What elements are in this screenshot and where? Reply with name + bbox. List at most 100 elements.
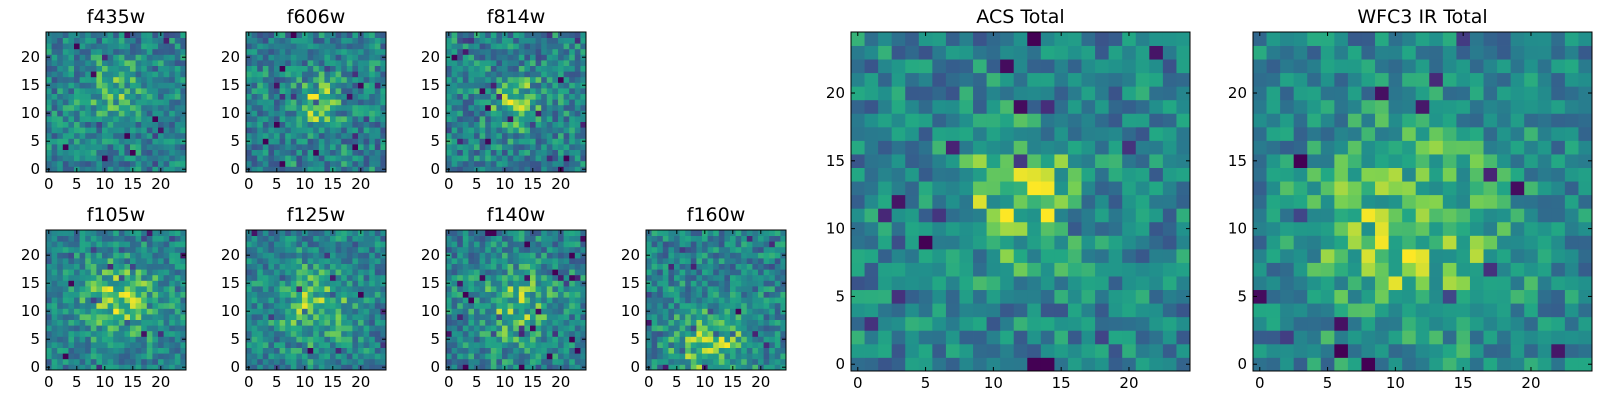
heatmap-cell: [118, 116, 125, 122]
heatmap-cell: [657, 330, 664, 337]
y-tick-label: 10: [221, 104, 240, 122]
heatmap-cell: [135, 121, 142, 128]
heatmap-cell: [462, 235, 469, 242]
heatmap-cell: [346, 43, 353, 50]
heatmap-cell: [541, 166, 548, 173]
heatmap-cell: [574, 155, 581, 162]
heatmap-cell: [169, 43, 176, 50]
heatmap-cell: [558, 144, 564, 150]
heatmap-cell: [718, 269, 725, 276]
heatmap-cell: [113, 347, 120, 354]
heatmap-cell: [702, 280, 708, 287]
heatmap-cell: [468, 235, 475, 242]
heatmap-cell: [945, 194, 960, 209]
heatmap-cell: [152, 48, 159, 55]
heatmap-cell: [518, 308, 525, 315]
heatmap-cell: [62, 241, 69, 248]
heatmap-cell: [507, 230, 514, 236]
heatmap-cell: [302, 330, 308, 337]
heatmap-cell: [524, 235, 531, 242]
heatmap-cell: [335, 336, 342, 343]
heatmap-cell: [307, 302, 314, 309]
heatmap-cell: [130, 43, 136, 50]
heatmap-cell: [130, 291, 136, 298]
heatmap-cell: [374, 121, 381, 128]
heatmap-cell: [513, 110, 520, 117]
heatmap-cell: [580, 325, 587, 332]
x-tick-label: 15: [123, 373, 142, 391]
heatmap-cell: [46, 76, 52, 83]
heatmap-cell: [113, 358, 120, 365]
heatmap-cell: [318, 235, 325, 242]
heatmap-cell: [330, 308, 336, 315]
heatmap-cell: [1000, 194, 1015, 209]
heatmap-cell: [90, 302, 97, 309]
heatmap-cell: [380, 286, 387, 292]
heatmap-cell: [496, 263, 503, 270]
heatmap-cell: [318, 358, 325, 365]
heatmap-cell: [341, 37, 348, 44]
heatmap-cell: [268, 144, 275, 150]
heatmap-cell: [730, 269, 736, 276]
heatmap-cell: [102, 297, 108, 304]
heatmap-cell: [318, 54, 325, 61]
heatmap-cell: [146, 235, 153, 242]
heatmap-cell: [313, 144, 320, 150]
heatmap-cell: [490, 319, 497, 326]
heatmap-cell: [679, 319, 686, 326]
heatmap-cell: [518, 291, 525, 298]
heatmap-cell: [302, 297, 308, 304]
heatmap-cell: [346, 155, 353, 162]
heatmap-cell: [546, 269, 553, 276]
heatmap-cell: [102, 132, 108, 139]
heatmap-cell: [90, 32, 97, 38]
heatmap-cell: [530, 353, 536, 360]
heatmap-cell: [1000, 208, 1015, 223]
heatmap-cell: [468, 60, 475, 66]
heatmap-cell: [135, 54, 142, 61]
heatmap-cell: [257, 286, 264, 292]
heatmap-cell: [113, 364, 120, 371]
heatmap-cell: [279, 263, 286, 270]
heatmap-cell: [335, 127, 342, 134]
heatmap-cell: [324, 336, 331, 343]
heatmap-cell: [346, 252, 353, 259]
heatmap-cell: [507, 235, 514, 242]
heatmap-cell: [380, 342, 387, 348]
heatmap-cell: [707, 280, 714, 287]
heatmap-cell: [158, 82, 164, 89]
heatmap-cell: [85, 155, 92, 162]
heatmap-cell: [546, 32, 553, 38]
heatmap-cell: [102, 144, 108, 150]
heatmap-cell: [502, 347, 508, 354]
heatmap-cell: [135, 93, 142, 100]
heatmap-cell: [113, 76, 120, 83]
heatmap-cell: [107, 336, 114, 343]
heatmap-cell: [79, 149, 86, 156]
heatmap-cell: [257, 160, 264, 167]
heatmap-cell: [674, 258, 680, 264]
heatmap-cell: [1122, 289, 1137, 304]
heatmap-cell: [769, 342, 776, 348]
heatmap-cell: [262, 76, 269, 83]
heatmap-cell: [468, 121, 475, 128]
heatmap-cell: [296, 252, 303, 259]
heatmap-cell: [96, 258, 103, 264]
heatmap-cell: [563, 263, 570, 270]
heatmap-cell: [685, 286, 692, 292]
heatmap-cell: [1027, 167, 1042, 182]
heatmap-cell: [158, 116, 164, 122]
heatmap-cell: [107, 160, 114, 167]
heatmap-cell: [146, 336, 153, 343]
heatmap-cell: [552, 246, 559, 253]
heatmap-cell: [535, 302, 542, 309]
heatmap-cell: [891, 181, 906, 196]
heatmap-cell: [68, 54, 75, 61]
heatmap-cell: [496, 60, 503, 66]
heatmap-cell: [268, 60, 275, 66]
heatmap-cell: [146, 319, 153, 326]
heatmap-cell: [502, 269, 508, 276]
heatmap-cell: [124, 325, 131, 332]
heatmap-cell: [279, 291, 286, 298]
heatmap-cell: [146, 37, 153, 44]
